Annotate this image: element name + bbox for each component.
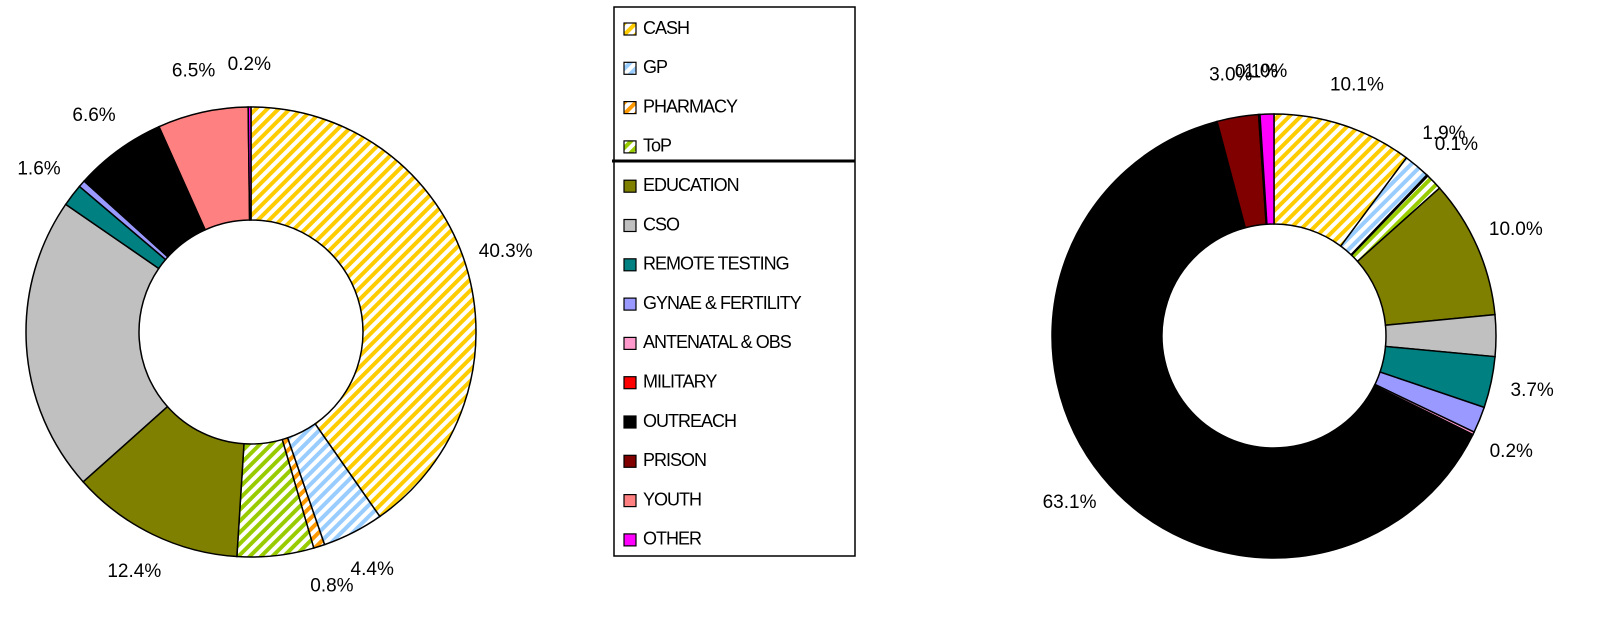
legend-label: REMOTE TESTING <box>643 254 789 274</box>
data-label: 0.2% <box>228 54 271 75</box>
data-label: 4.4% <box>351 559 394 580</box>
legend-swatch <box>623 533 637 547</box>
legend-swatch <box>623 100 637 115</box>
legend-swatch <box>623 258 637 272</box>
legend-swatch <box>623 179 637 193</box>
data-label: 6.5% <box>172 60 215 81</box>
data-label: 1.9% <box>1422 123 1465 144</box>
wedge <box>1051 120 1474 559</box>
legend-box <box>613 6 856 557</box>
wedge <box>82 405 245 558</box>
legend-label: PRISON <box>643 450 706 470</box>
legend-swatch <box>623 297 637 311</box>
legend-label: GYNAE & FERTILITY <box>643 293 802 313</box>
legend-label: CASH <box>643 18 689 38</box>
data-label: 10.1% <box>1330 74 1384 95</box>
legend-swatch <box>623 454 637 468</box>
wedge <box>247 106 252 221</box>
wedge <box>250 106 477 518</box>
wedge <box>25 203 169 483</box>
data-label: 3.7% <box>1511 380 1554 401</box>
legend-swatch <box>623 376 637 390</box>
legend-label: EDUCATION <box>643 175 739 195</box>
legend-label: GP <box>643 57 668 77</box>
data-label: 12.4% <box>107 561 161 582</box>
data-label: 40.3% <box>479 241 533 262</box>
legend-swatch <box>623 415 637 429</box>
legend-label: PHARMACY <box>643 96 738 116</box>
legend-swatch <box>623 22 637 36</box>
data-label: 63.1% <box>1043 492 1097 513</box>
data-label: 0.1% <box>1235 62 1278 83</box>
wedge <box>1259 113 1275 226</box>
data-label: 6.6% <box>72 105 115 126</box>
legend-label: MILITARY <box>643 371 717 391</box>
data-label: 0.2% <box>1490 441 1533 462</box>
data-label: 0.1% <box>1435 134 1478 155</box>
legend-label: CSO <box>643 214 680 234</box>
data-label: 1.6% <box>17 159 60 180</box>
data-label: 0.8% <box>310 575 353 596</box>
legend-swatch <box>623 61 637 75</box>
legend-label: ToP <box>643 136 672 156</box>
data-label: 1.0% <box>1244 61 1287 82</box>
data-label: 10.0% <box>1489 219 1543 240</box>
legend-swatch <box>623 218 637 233</box>
legend-label: YOUTH <box>643 489 701 509</box>
legend-swatch <box>623 336 637 350</box>
legend-label: OTHER <box>643 529 702 549</box>
legend-swatch <box>623 140 637 154</box>
data-label: 3.0% <box>1209 65 1252 86</box>
legend-label: OUTREACH <box>643 411 736 431</box>
legend-swatch <box>623 494 637 508</box>
legend-label: ANTENATAL & OBS <box>643 332 792 352</box>
